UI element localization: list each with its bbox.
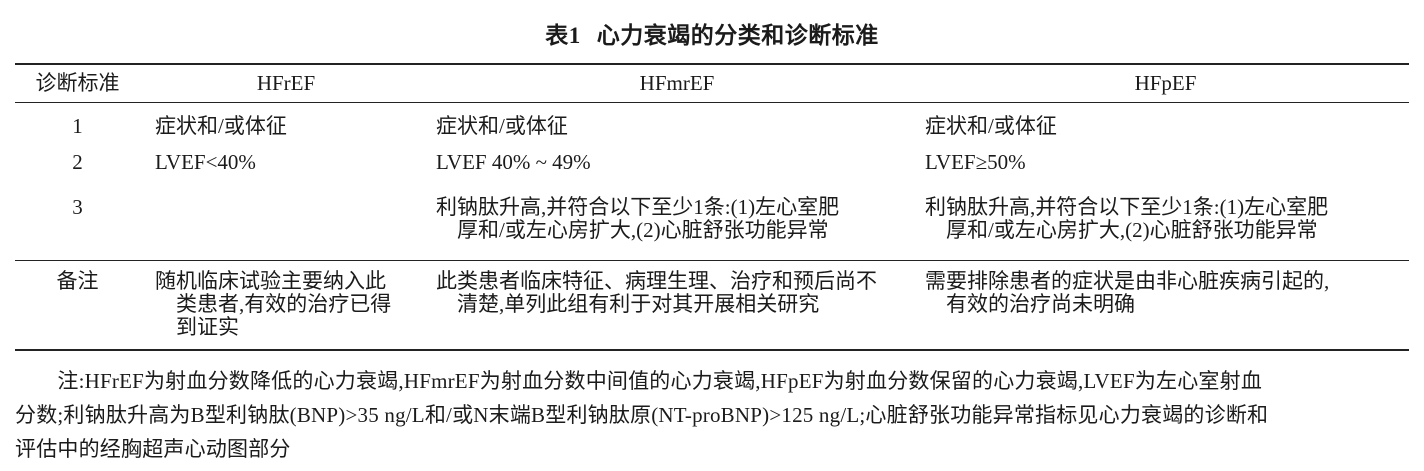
cell-row3-hfref — [140, 196, 432, 242]
cell-remark-hfref: 随机临床试验主要纳入此 类患者,有效的治疗已得 到证实 — [155, 269, 392, 339]
cell-remark-hfpef: 需要排除患者的症状是由非心脏疾病引起的, 有效的治疗尚未明确 — [925, 269, 1330, 316]
cell-remark-hfmref: 此类患者临床特征、病理生理、治疗和预后尚不 清楚,单列此组有利于对其开展相关研究 — [436, 269, 877, 316]
table-header-row: 诊断标准 HFrEF HFmrEF HFpEF — [15, 65, 1409, 103]
table-footnote: 注:HFrEF为射血分数降低的心力衰竭,HFmrEF为射血分数中间值的心力衰竭,… — [15, 369, 1269, 461]
cell-row3-hfpef: 利钠肽升高,并符合以下至少1条:(1)左心室肥 厚和/或左心房扩大,(2)心脏舒… — [925, 195, 1329, 242]
cell-row2-hfmref: LVEF 40% ~ 49% — [436, 150, 591, 174]
hf-classification-table: 诊断标准 HFrEF HFmrEF HFpEF 1 症状和/或体征 症状和/或体… — [15, 63, 1409, 351]
table-row-criterion-1: 1 症状和/或体征 症状和/或体征 症状和/或体征 — [15, 103, 1409, 141]
column-header-hfref: HFrEF — [256, 71, 316, 95]
cell-row1-number: 1 — [72, 114, 83, 138]
cell-row1-hfmref: 症状和/或体征 — [436, 114, 568, 138]
column-header-hfpef: HFpEF — [1134, 71, 1197, 95]
cell-row1-hfpef: 症状和/或体征 — [925, 114, 1057, 138]
table-number: 表1 — [545, 23, 581, 48]
table-caption: 心力衰竭的分类和诊断标准 — [596, 23, 879, 48]
column-header-criteria: 诊断标准 — [35, 71, 120, 95]
cell-row3-hfmref: 利钠肽升高,并符合以下至少1条:(1)左心室肥 厚和/或左心房扩大,(2)心脏舒… — [436, 195, 840, 242]
table-title: 表1 心力衰竭的分类和诊断标准 — [15, 22, 1409, 50]
cell-row2-hfpef: LVEF≥50% — [925, 150, 1026, 174]
table-row-remark: 备注 随机临床试验主要纳入此 类患者,有效的治疗已得 到证实 此类患者临床特征、… — [15, 260, 1409, 349]
cell-row2-hfref: LVEF<40% — [155, 150, 256, 174]
table-row-criterion-3: 3 利钠肽升高,并符合以下至少1条:(1)左心室肥 厚和/或左心房扩大,(2)心… — [15, 183, 1409, 260]
cell-row3-number: 3 — [72, 195, 83, 219]
table-row-criterion-2: 2 LVEF<40% LVEF 40% ~ 49% LVEF≥50% — [15, 141, 1409, 183]
cell-row2-number: 2 — [72, 150, 83, 174]
column-header-hfmref: HFmrEF — [639, 71, 715, 95]
cell-row1-hfref: 症状和/或体征 — [155, 114, 287, 138]
cell-remark-label: 备注 — [56, 269, 99, 293]
